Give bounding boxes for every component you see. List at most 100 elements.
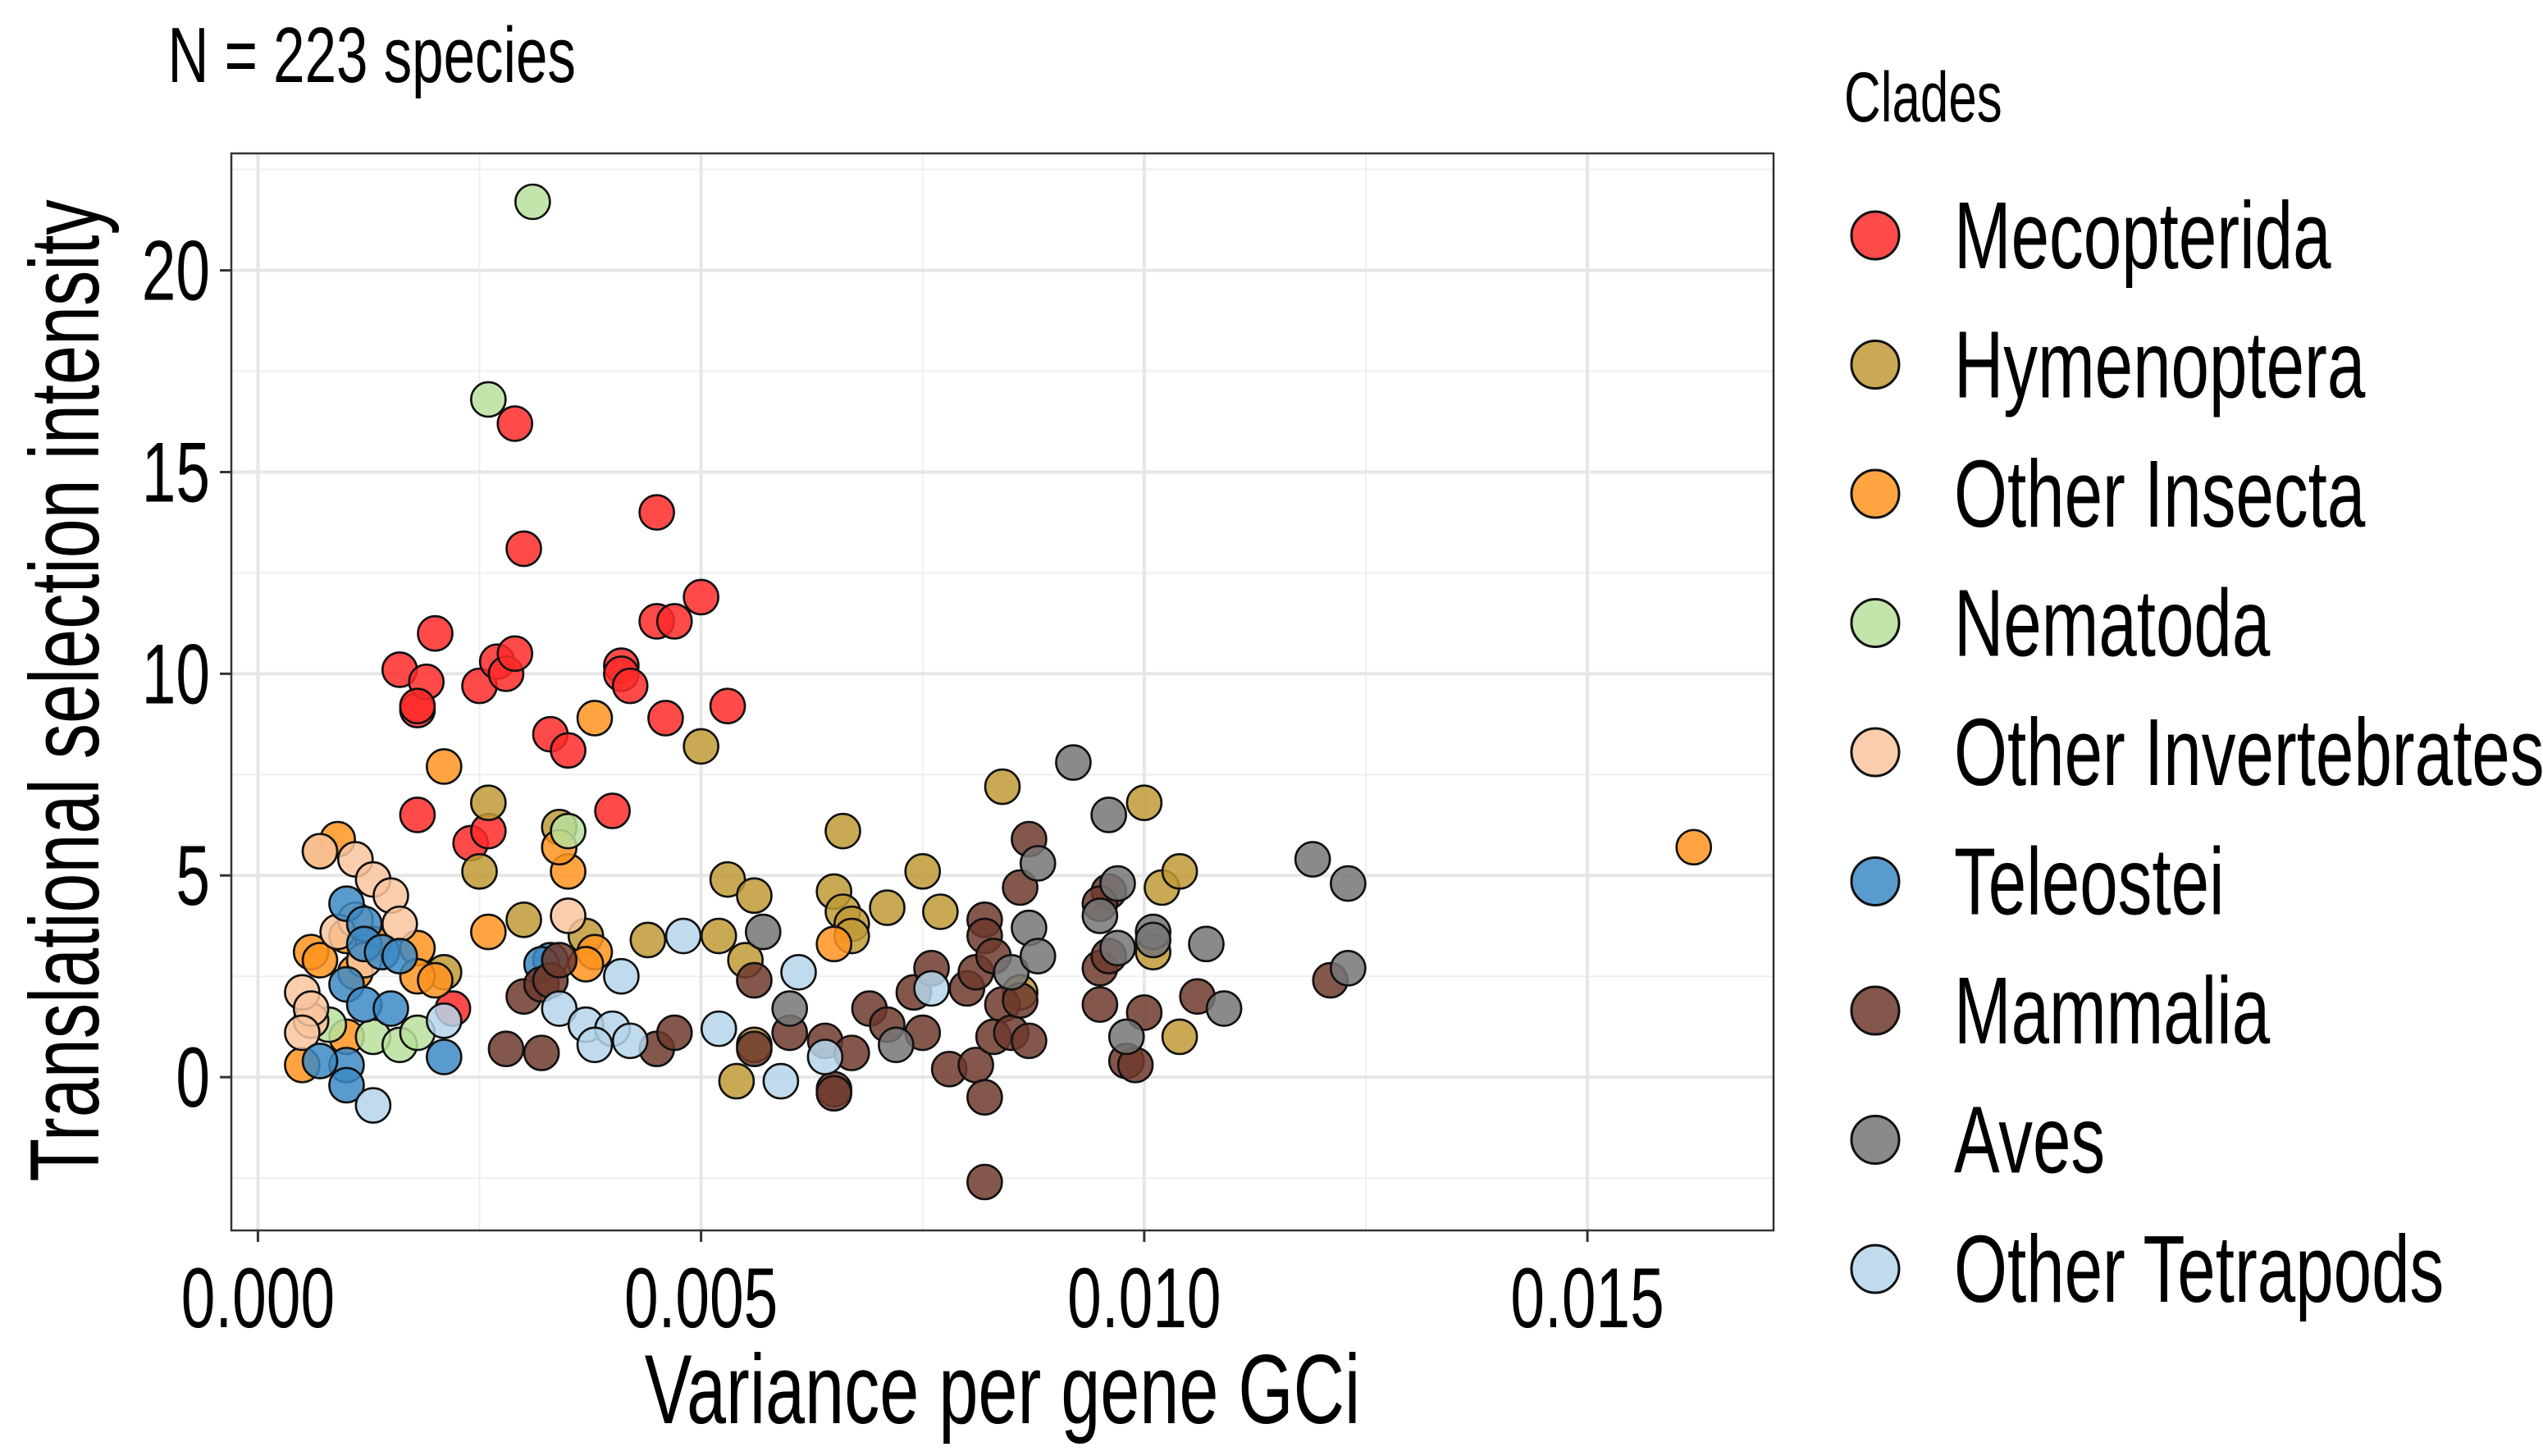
point-mammalia: [1011, 1022, 1048, 1060]
data-points: [284, 183, 1713, 1201]
point-other-tetrapods: [354, 1087, 392, 1124]
legend-label-aves: Aves: [1954, 1088, 2105, 1194]
x-tick-label: 0.000: [181, 1251, 335, 1346]
point-hymenoptera: [1161, 853, 1198, 890]
point-aves: [1330, 950, 1367, 987]
point-aves: [1294, 841, 1331, 878]
point-other-tetrapods: [913, 970, 950, 1007]
point-other-invertebrates: [301, 833, 339, 870]
point-other-tetrapods: [664, 917, 702, 955]
point-mecopterida: [399, 796, 436, 833]
legend-key-hymenoptera: [1850, 340, 1901, 390]
point-other-insecta: [426, 748, 463, 785]
point-aves: [1099, 929, 1136, 967]
plot-panel: [230, 152, 1775, 1232]
point-mecopterida: [683, 578, 719, 616]
point-hymenoptera: [736, 877, 773, 915]
y-tick-label: 10: [142, 627, 210, 722]
point-mecopterida: [709, 687, 746, 725]
point-other-tetrapods: [780, 953, 817, 991]
point-mecopterida: [550, 732, 587, 769]
point-mammalia: [815, 1075, 853, 1112]
point-other-insecta: [470, 913, 507, 951]
point-mammalia: [966, 1079, 1003, 1116]
point-mecopterida: [638, 494, 675, 531]
legend-label-nematoda: Nematoda: [1954, 571, 2271, 677]
y-tick-label: 20: [142, 224, 210, 319]
point-mecopterida: [647, 700, 684, 737]
point-mammalia: [487, 1030, 525, 1068]
point-other-tetrapods: [700, 1010, 737, 1047]
y-tick-label: 15: [142, 426, 210, 521]
point-mammalia: [1081, 986, 1119, 1023]
legend-key-teleostei: [1850, 856, 1901, 906]
point-teleostei: [426, 1038, 463, 1075]
point-nematoda: [470, 381, 507, 418]
point-other-invertebrates: [550, 897, 587, 934]
point-other-tetrapods: [762, 1062, 800, 1100]
point-aves: [1330, 865, 1367, 902]
point-aves: [771, 990, 808, 1027]
point-other-tetrapods: [576, 1026, 614, 1064]
point-aves: [744, 913, 782, 951]
legend-label-other-insecta: Other Insecta: [1954, 442, 2366, 548]
point-mammalia: [541, 942, 578, 979]
point-aves: [1135, 921, 1171, 959]
point-hymenoptera: [461, 853, 498, 890]
point-other-tetrapods: [603, 957, 640, 995]
point-mecopterida: [594, 792, 631, 829]
point-aves: [878, 1026, 915, 1064]
point-other-invertebrates: [284, 1014, 321, 1052]
point-hymenoptera: [629, 921, 667, 959]
x-tick-label: 0.005: [624, 1251, 778, 1346]
point-other-tetrapods: [426, 1002, 463, 1039]
point-hymenoptera: [904, 853, 942, 890]
point-other-insecta: [576, 700, 614, 737]
point-aves: [1019, 938, 1057, 974]
legend-key-mecopterida: [1850, 210, 1901, 261]
legend-label-mecopterida: Mecopterida: [1954, 184, 2331, 290]
y-tick-label: 5: [176, 828, 210, 924]
legend: Clades Mecopterida Hymenoptera Other Insec…: [1844, 57, 2543, 1322]
point-teleostei: [328, 1066, 365, 1104]
point-other-insecta: [417, 961, 454, 999]
point-aves: [1099, 865, 1136, 902]
y-axis: 0 5 10 15 20: [142, 224, 231, 1125]
point-hymenoptera: [505, 901, 542, 938]
point-mammalia: [966, 1163, 1003, 1201]
point-mammalia: [736, 961, 773, 999]
point-hymenoptera: [824, 812, 861, 850]
point-hymenoptera: [1125, 784, 1163, 822]
x-axis-title: Variance per gene GCi: [645, 1335, 1360, 1445]
legend-key-other-invertebrates: [1850, 727, 1901, 778]
point-other-insecta: [1675, 828, 1713, 866]
y-tick-label: 0: [176, 1030, 210, 1125]
point-aves: [1019, 845, 1057, 882]
point-hymenoptera: [922, 893, 959, 930]
point-mammalia: [655, 1014, 693, 1052]
point-nematoda: [514, 183, 551, 221]
point-hymenoptera: [869, 889, 906, 926]
point-hymenoptera: [709, 860, 746, 898]
legend-key-other-tetrapods: [1850, 1244, 1901, 1294]
point-teleostei: [301, 1043, 339, 1079]
legend-key-other-insecta: [1850, 468, 1901, 519]
legend-label-other-tetrapods: Other Tetrapods: [1954, 1217, 2444, 1323]
point-teleostei: [372, 990, 409, 1027]
y-axis-title: Translational selection intensity: [10, 199, 120, 1182]
legend-key-nematoda: [1850, 598, 1901, 648]
legend-label-mammalia: Mammalia: [1954, 959, 2271, 1065]
point-aves: [1055, 744, 1092, 781]
x-tick-label: 0.015: [1510, 1251, 1664, 1346]
point-aves: [1188, 925, 1225, 963]
point-mecopterida: [496, 405, 534, 442]
point-other-tetrapods: [541, 990, 578, 1027]
point-hymenoptera: [683, 728, 719, 765]
point-aves: [993, 953, 1030, 991]
minor-gridlines: [231, 153, 1774, 1230]
point-hymenoptera: [470, 784, 507, 822]
legend-label-teleostei: Teleostei: [1954, 829, 2225, 935]
point-aves: [1090, 796, 1127, 833]
point-mecopterida: [655, 603, 693, 640]
point-mammalia: [523, 1034, 560, 1071]
